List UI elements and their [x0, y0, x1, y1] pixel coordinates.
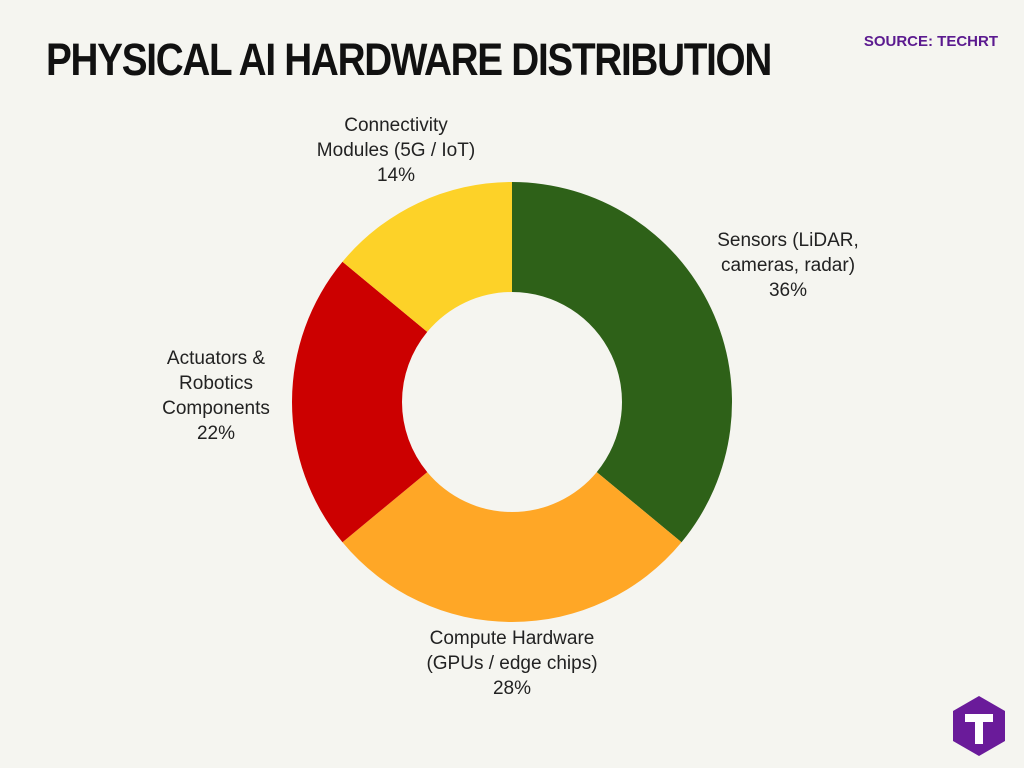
slice-name-line: Sensors (LiDAR,	[717, 230, 859, 251]
slice-name-line: Compute Hardware	[430, 628, 595, 649]
slice-value-label: 22%	[197, 423, 235, 444]
slice-value-label: 14%	[377, 165, 415, 186]
slice-name-line: Connectivity	[344, 115, 448, 136]
slice-name-line: Modules (5G / IoT)	[317, 140, 475, 161]
slice-value-label: 28%	[493, 678, 531, 699]
slice-label-1: Sensors (LiDAR, cameras, radar) 36%	[717, 230, 859, 301]
techrt-logo-icon[interactable]	[950, 694, 1008, 758]
slice-name-line: Actuators &	[167, 348, 266, 369]
page-title: PHYSICAL AI HARDWARE DISTRIBUTION	[46, 34, 772, 85]
donut-slice-1	[512, 182, 732, 543]
source-label: SOURCE: TECHRT	[863, 33, 998, 50]
slice-name-line: Robotics	[179, 373, 253, 394]
slice-name-line: (GPUs / edge chips)	[426, 653, 597, 674]
slice-labels: Sensors (LiDAR, cameras, radar) 36% Compute…	[162, 115, 859, 699]
slice-name-line: cameras, radar)	[721, 255, 855, 276]
donut-slice-4	[342, 182, 512, 332]
donut-slices	[292, 182, 732, 622]
donut-slice-2	[342, 472, 682, 622]
slice-label-3: Actuators & Robotics Components 22%	[162, 348, 270, 444]
slice-label-4: Connectivity Modules (5G / IoT) 14%	[317, 115, 475, 186]
slice-value-label: 36%	[769, 280, 807, 301]
slice-label-2: Compute Hardware (GPUs / edge chips) 28%	[426, 628, 597, 699]
donut-slice-3	[292, 261, 428, 543]
slice-name-line: Components	[162, 398, 270, 419]
